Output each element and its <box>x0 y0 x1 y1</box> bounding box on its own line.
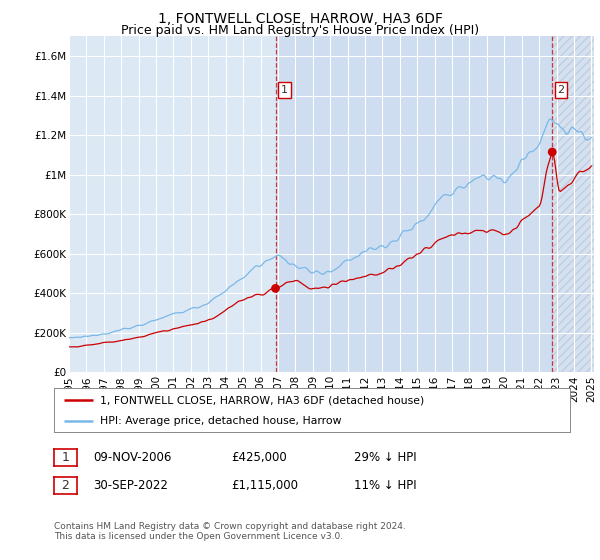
Text: 1, FONTWELL CLOSE, HARROW, HA3 6DF: 1, FONTWELL CLOSE, HARROW, HA3 6DF <box>157 12 443 26</box>
Text: HPI: Average price, detached house, Harrow: HPI: Average price, detached house, Harr… <box>100 416 342 426</box>
Text: 29% ↓ HPI: 29% ↓ HPI <box>354 451 416 464</box>
Text: Price paid vs. HM Land Registry's House Price Index (HPI): Price paid vs. HM Land Registry's House … <box>121 24 479 37</box>
Text: 11% ↓ HPI: 11% ↓ HPI <box>354 479 416 492</box>
Bar <box>552 36 595 372</box>
Text: 09-NOV-2006: 09-NOV-2006 <box>93 451 172 464</box>
Text: £425,000: £425,000 <box>231 451 287 464</box>
Text: 1: 1 <box>61 451 70 464</box>
Point <box>271 284 280 293</box>
Text: 1, FONTWELL CLOSE, HARROW, HA3 6DF (detached house): 1, FONTWELL CLOSE, HARROW, HA3 6DF (deta… <box>100 395 425 405</box>
Text: 30-SEP-2022: 30-SEP-2022 <box>93 479 168 492</box>
Text: 2: 2 <box>61 479 70 492</box>
Text: Contains HM Land Registry data © Crown copyright and database right 2024.
This d: Contains HM Land Registry data © Crown c… <box>54 522 406 542</box>
Text: £1,115,000: £1,115,000 <box>231 479 298 492</box>
Text: 2: 2 <box>557 85 565 95</box>
Point <box>547 147 557 156</box>
Text: 1: 1 <box>281 85 288 95</box>
Bar <box>275 36 552 372</box>
